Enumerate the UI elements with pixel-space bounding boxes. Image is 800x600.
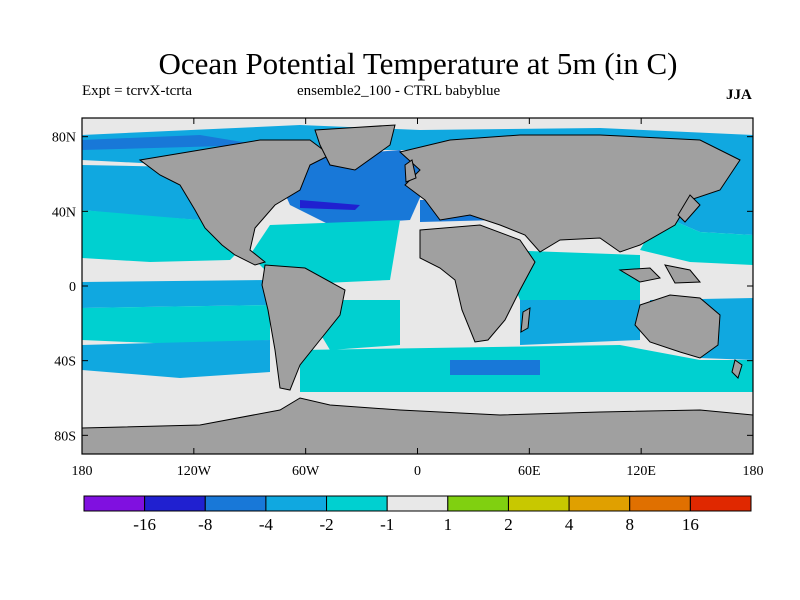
latitude-ticks: 80N 40N 0 40S 80S [52, 131, 753, 444]
colorbar-swatch [689, 495, 752, 512]
colorbar-label: -2 [319, 515, 333, 534]
colorbar-swatch [326, 495, 388, 512]
colorbar-swatch [144, 495, 206, 512]
colorbar-swatch [507, 495, 570, 512]
colorbar-label: 1 [444, 515, 453, 534]
lon-tick-label: 60E [518, 464, 541, 479]
lat-tick-label: 40N [52, 205, 76, 220]
colorbar: -16 -8 -4 -2 -1 1 2 4 8 16 [83, 495, 752, 534]
colorbar-label: -1 [380, 515, 394, 534]
colorbar-label: 16 [682, 515, 699, 534]
colorbar-label: 4 [565, 515, 574, 534]
colorbar-swatch [629, 495, 691, 512]
map-title: Ocean Potential Temperature at 5m (in C) [158, 46, 678, 81]
lon-tick-label: 180 [743, 464, 764, 479]
ensemble-label: ensemble2_100 - CTRL babyblue [297, 83, 501, 99]
colorbar-label: -8 [198, 515, 212, 534]
longitude-ticks: 180 120W 60W 0 60E 120E 180 [72, 118, 764, 479]
colorbar-swatch [204, 495, 267, 512]
lat-tick-label: 40S [54, 355, 76, 370]
colorbar-label: 8 [625, 515, 634, 534]
lat-tick-label: 80N [52, 131, 76, 146]
colorbar-swatch [83, 495, 146, 512]
land-masses [82, 124, 753, 454]
colorbar-swatch [386, 495, 449, 512]
colorbar-swatch [568, 495, 631, 512]
colorbar-swatch [447, 495, 509, 512]
lat-tick-label: 80S [54, 429, 76, 444]
lon-tick-label: 60W [292, 464, 320, 479]
lon-tick-label: 120W [177, 464, 212, 479]
colorbar-swatch [265, 495, 328, 512]
lon-tick-label: 180 [72, 464, 93, 479]
colorbar-label: -16 [133, 515, 156, 534]
lat-tick-label: 0 [69, 280, 76, 295]
season-label: JJA [726, 87, 752, 103]
colorbar-label: -4 [259, 515, 274, 534]
colorbar-label: 2 [504, 515, 513, 534]
lon-tick-label: 0 [414, 464, 421, 479]
lon-tick-label: 120E [626, 464, 656, 479]
experiment-label: Expt = tcrvX-tcrta [82, 83, 193, 99]
